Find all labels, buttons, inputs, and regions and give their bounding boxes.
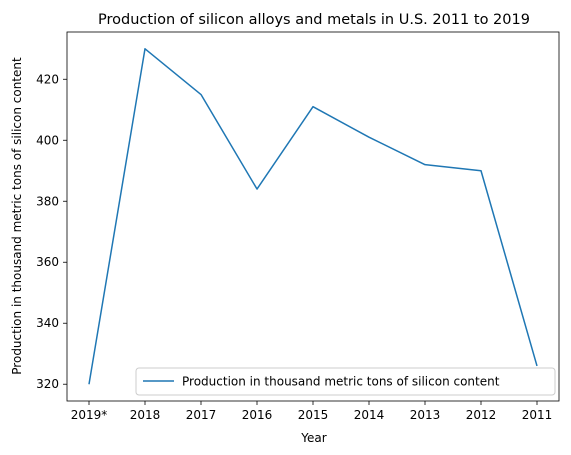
x-tick-label: 2016 (242, 408, 273, 422)
y-tick-label: 420 (36, 72, 59, 86)
legend: Production in thousand metric tons of si… (136, 368, 555, 395)
x-tick-label: 2012 (466, 408, 497, 422)
x-tick-label: 2019* (71, 408, 108, 422)
y-tick-label: 320 (36, 377, 59, 391)
x-tick-label: 2013 (410, 408, 441, 422)
y-tick-label: 380 (36, 194, 59, 208)
chart-title: Production of silicon alloys and metals … (98, 12, 530, 28)
x-axis-label: Year (300, 431, 326, 445)
x-tick-label: 2015 (298, 408, 329, 422)
y-axis-label: Production in thousand metric tons of si… (10, 57, 24, 375)
x-tick-label: 2014 (354, 408, 385, 422)
x-tick-label: 2018 (130, 408, 161, 422)
y-tick-label: 360 (36, 255, 59, 269)
legend-label: Production in thousand metric tons of si… (182, 375, 500, 389)
x-tick-label: 2017 (186, 408, 217, 422)
plot-area: 2019* 2018 2017 2016 2015 2014 2013 2012 2011 320… (36, 32, 559, 422)
axes-frame (67, 32, 559, 401)
y-tick-label: 400 (36, 133, 59, 147)
series-line-0 (89, 49, 537, 384)
x-tick-label: 2011 (522, 408, 553, 422)
y-tick-label: 340 (36, 316, 59, 330)
